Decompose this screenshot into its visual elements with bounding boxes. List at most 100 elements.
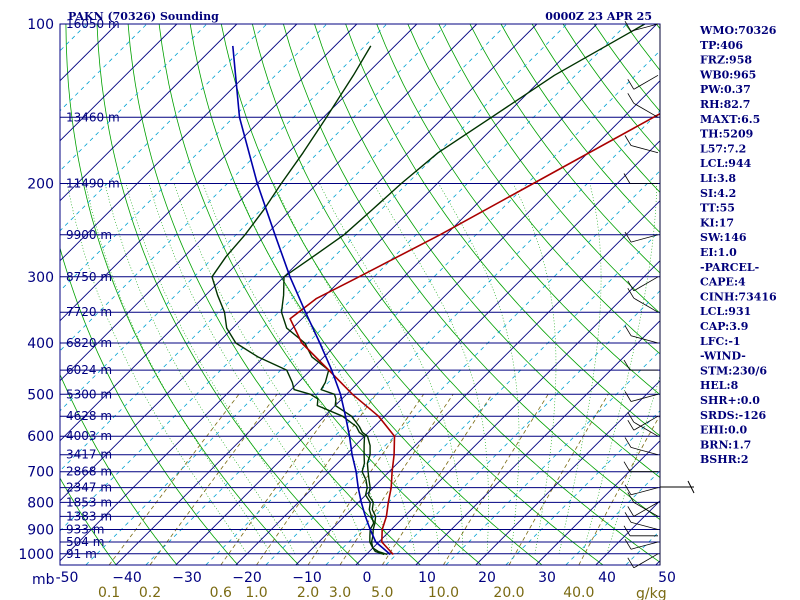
wind-barb-flag [624, 20, 632, 32]
height-label: 4003 m [66, 429, 112, 443]
temperature-tick-label: 10 [418, 570, 436, 586]
isotherm-line [60, 24, 418, 382]
y-unit-label: mb [32, 572, 55, 588]
mixing-ratio-tick-label: 3.0 [329, 585, 351, 600]
stability-index: FRZ:958 [700, 54, 752, 67]
stability-index: EHI:0.0 [700, 424, 747, 437]
dry-adiabat-line [189, 24, 543, 565]
wind-barb-flag [624, 437, 632, 448]
pressure-tick-label: 400 [27, 336, 54, 352]
dewpoint-profile-line [211, 45, 385, 556]
stability-index: SW:146 [700, 231, 747, 244]
stability-index: LFC:-1 [700, 335, 741, 348]
wind-barb-flag [624, 484, 632, 496]
wind-barb-flag [627, 280, 635, 292]
storm-motion-marker-tick [687, 480, 695, 494]
background-grid [60, 24, 660, 565]
temperature-tick-label: −40 [112, 570, 142, 586]
temperature-tick-label: 0 [363, 570, 372, 586]
height-label: 3417 m [66, 448, 112, 462]
mixing-ratio-tick-label: 10.0 [428, 585, 459, 600]
mixing-ratio-line [108, 394, 240, 565]
dry-adiabat-line [158, 24, 482, 565]
pressure-tick-label: 900 [27, 523, 54, 539]
wind-barb-flag [627, 506, 635, 517]
mixing-ratio-tick-label: 5.0 [371, 585, 393, 600]
pressure-tick-label: 500 [27, 387, 54, 403]
pressure-tick-label: 1000 [18, 547, 54, 563]
mixing-ratio-tick-label: 0.2 [139, 585, 161, 600]
isotherm-line [415, 320, 660, 565]
height-label: 6024 m [66, 363, 112, 377]
height-label: 1853 m [66, 495, 112, 509]
wind-barb-flag [624, 512, 632, 523]
stability-index: TP:406 [700, 39, 743, 52]
stability-index: HEL:8 [700, 379, 739, 392]
stability-index: CAPE:4 [700, 276, 746, 289]
moist-adiabat-line [319, 183, 464, 554]
height-label: 7720 m [66, 305, 112, 319]
wind-barb [633, 415, 659, 431]
stability-index: SHR+:0.0 [700, 394, 760, 407]
pressure-tick-label: 300 [27, 270, 54, 286]
sounding-series [211, 24, 660, 556]
isotherm-line [60, 24, 598, 562]
stability-index: L57:7.2 [700, 142, 746, 155]
isotherm-line [475, 380, 660, 565]
mixing-ratio-line [508, 394, 609, 565]
stability-index: LCL:931 [700, 305, 751, 318]
mixing-ratio-line [307, 394, 424, 565]
stability-index: LCL:944 [700, 157, 752, 170]
wind-barb-flag [627, 557, 635, 569]
wind-barb-flag [624, 231, 632, 243]
wind-barb-flag [627, 411, 635, 423]
mixing-ratio-tick-label: 1.0 [245, 585, 267, 600]
dry-adiabat-line [60, 246, 239, 565]
wind-barb [630, 487, 659, 496]
wind-barb-flag [623, 461, 631, 472]
wind-barb-flag [624, 135, 632, 146]
temperature-tick-label: −10 [292, 570, 322, 586]
stability-index: -WIND- [700, 350, 746, 363]
mixing-ratio-line [381, 394, 493, 565]
pressure-tick-label: 800 [27, 495, 54, 511]
stability-index: SI:4.2 [700, 187, 736, 200]
height-label: 2868 m [66, 465, 112, 479]
height-label: 16050 m [66, 17, 120, 31]
temperature-tick-label: 40 [598, 570, 616, 586]
wind-barb-flag [624, 538, 632, 550]
stability-index: BSHR:2 [700, 453, 749, 466]
dry-adiabat-line [65, 24, 300, 565]
stability-index: LI:3.8 [700, 172, 736, 185]
stability-index: SRDS:-126 [700, 409, 767, 422]
wind-barb [633, 74, 659, 90]
dry-adiabat-line [127, 24, 421, 565]
moist-adiabat-line [235, 183, 416, 554]
wind-barb-flag [623, 359, 631, 371]
wind-barb-flag [623, 525, 631, 537]
chart-title-time: 0000Z 23 APR 25 [545, 10, 652, 23]
temperature-tick-label: 50 [658, 570, 676, 586]
mixing-ratio-line [443, 394, 549, 565]
wind-barb [630, 447, 659, 456]
dry-adiabat-line [96, 24, 360, 565]
dry-adiabat-line [60, 477, 117, 565]
isotherm-line [115, 24, 658, 565]
wind-barb [633, 297, 659, 313]
stability-index: CAP:3.9 [700, 320, 748, 333]
height-label: 2347 m [66, 481, 112, 495]
wind-barb [630, 393, 659, 402]
dry-adiabat-line [407, 24, 660, 355]
chart-labels: PAKN (70326) Sounding 0000Z 23 APR 25 mb… [18, 10, 676, 600]
temperature-tick-label: −30 [172, 570, 202, 586]
wind-barb [630, 234, 659, 243]
height-label: 933 m [66, 523, 104, 537]
pressure-tick-label: 100 [27, 17, 54, 33]
temperature-tick-label: -50 [56, 570, 79, 586]
wind-barb-flag [627, 287, 635, 299]
mixing-ratio-tick-label: 0.6 [210, 585, 232, 600]
chart-title-station: PAKN (70326) Sounding [68, 10, 219, 23]
wind-barb [630, 521, 659, 530]
